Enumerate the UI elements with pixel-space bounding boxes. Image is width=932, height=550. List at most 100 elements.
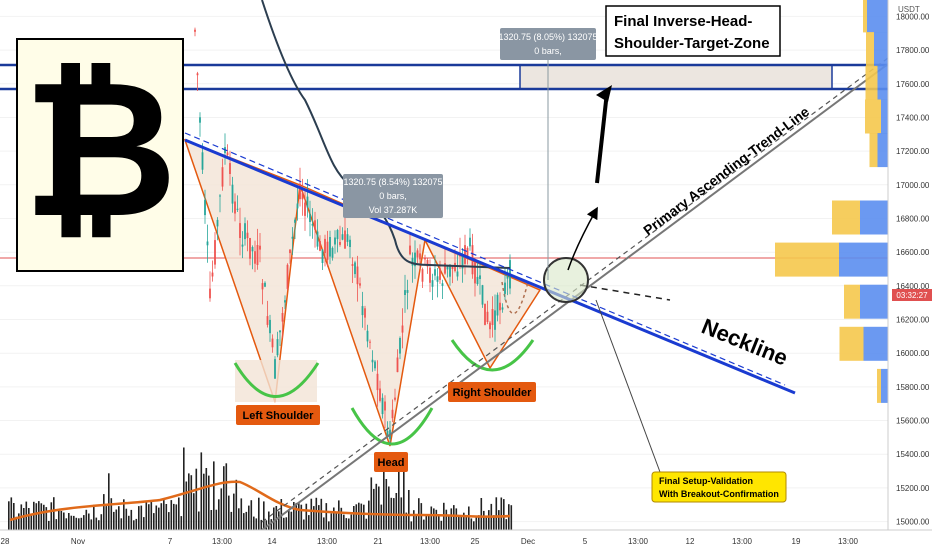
candle-body <box>364 308 366 318</box>
volume-bar <box>438 515 440 530</box>
volume-bar <box>70 515 73 530</box>
candle-body <box>204 199 206 216</box>
volume-profile-blue <box>867 0 888 33</box>
volume-bar <box>250 500 253 530</box>
candle-body <box>404 290 406 295</box>
volume-bar <box>403 462 405 530</box>
candle-body <box>449 264 451 277</box>
candle-body <box>359 283 361 286</box>
volume-profile-blue <box>860 284 888 319</box>
candle-body <box>321 249 324 263</box>
candle-body <box>456 271 459 277</box>
price-tick-label: 18000.00 <box>896 12 930 21</box>
volume-bar <box>258 497 260 530</box>
candle-body <box>426 260 429 267</box>
volume-bar <box>143 517 145 530</box>
volume-bar <box>173 503 175 530</box>
candle-body <box>384 401 386 411</box>
volume-bar <box>58 510 60 530</box>
price-tick-label: 15600.00 <box>896 417 930 426</box>
candle-body <box>306 196 309 208</box>
volume-bar <box>298 502 300 530</box>
volume-bar <box>365 518 368 530</box>
volume-bar <box>80 517 83 530</box>
price-tick-label: 17000.00 <box>896 181 930 190</box>
candle-body <box>466 247 469 257</box>
volume-bar <box>460 515 463 530</box>
candle-body <box>284 300 286 303</box>
volume-profile-blue <box>874 32 888 67</box>
candle-body <box>494 310 496 330</box>
volume-bar <box>475 516 478 530</box>
volume-bar <box>290 511 293 530</box>
volume-bar <box>473 521 475 530</box>
candle-body <box>476 276 479 284</box>
volume-bar <box>435 509 438 530</box>
volume-bar <box>368 500 370 530</box>
volume-bar <box>383 465 385 530</box>
head-label: Head <box>378 457 405 469</box>
candle-body <box>256 245 259 265</box>
volume-bar <box>218 499 220 530</box>
volume-bar <box>343 514 345 530</box>
volume-bar <box>110 498 113 530</box>
volume-bar <box>30 514 33 530</box>
volume-bar <box>95 517 98 530</box>
candle-body <box>486 311 489 322</box>
candle-body <box>491 309 494 325</box>
time-tick-label: 19 <box>792 537 801 546</box>
volume-bar <box>333 507 335 530</box>
volume-bar <box>113 511 115 530</box>
volume-bar <box>183 447 185 530</box>
volume-bar <box>338 500 340 530</box>
volume-profile-yellow <box>869 133 878 168</box>
left-shoulder-arc <box>233 362 320 398</box>
candle-body <box>214 240 216 265</box>
volume-bar <box>68 513 70 530</box>
volume-bar <box>88 513 90 530</box>
time-tick-label: Nov <box>71 537 85 546</box>
volume-bar <box>300 504 303 530</box>
candle-body <box>336 230 339 240</box>
candle-body <box>391 409 394 419</box>
volume-bar <box>180 516 183 530</box>
volume-profile-blue <box>860 200 888 235</box>
title-box: Final Inverse-Head- Shoulder-Target-Zone <box>605 5 781 57</box>
candle-body <box>221 167 224 187</box>
volume-bar <box>270 519 273 530</box>
candle-body <box>301 193 304 200</box>
price-tick-label: 15400.00 <box>896 450 930 459</box>
volume-bar <box>453 505 455 530</box>
volume-bar <box>353 506 355 530</box>
volume-bar <box>118 506 120 530</box>
candle-body <box>216 219 219 227</box>
volume-profile-yellow <box>839 326 864 361</box>
left-shoulder-tag: Left Shoulder <box>236 405 320 425</box>
volume-bar <box>125 508 128 530</box>
candle-body <box>371 359 374 363</box>
measure-box-1-line1: 1320.75 (8.54%) 132075 <box>343 177 442 187</box>
price-tick-label: 15000.00 <box>896 518 930 527</box>
candle-body <box>326 241 329 260</box>
volume-bar <box>480 498 483 530</box>
measure-box-1-line3: Vol 37.287K <box>369 205 418 215</box>
candle-body <box>484 303 486 325</box>
candle-body <box>416 250 419 258</box>
candle-body <box>274 359 276 379</box>
candle-body <box>341 234 344 240</box>
title-line2: Shoulder-Target-Zone <box>614 35 770 52</box>
volume-bar <box>355 504 358 530</box>
candle-body <box>464 245 466 264</box>
volume-bar <box>10 497 13 530</box>
volume-bar <box>73 515 75 530</box>
candle-body <box>481 285 484 305</box>
volume-bar <box>28 508 30 530</box>
volume-bar <box>98 520 100 530</box>
volume-bar <box>190 475 193 530</box>
volume-bar <box>410 521 413 530</box>
volume-bar <box>63 512 65 530</box>
volume-bar <box>185 481 188 530</box>
candle-body <box>291 236 294 239</box>
volume-bar <box>505 519 508 530</box>
volume-bar <box>248 505 250 530</box>
